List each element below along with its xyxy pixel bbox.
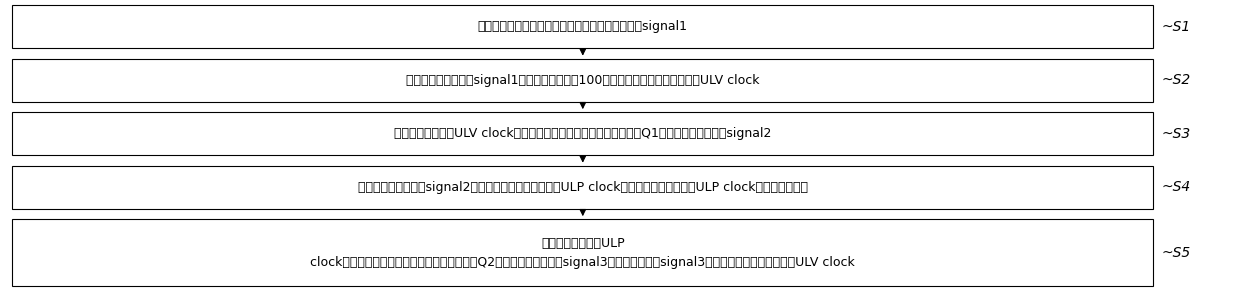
Text: ~S5: ~S5 — [1162, 246, 1192, 260]
Bar — [12, 112, 1153, 155]
Text: 确定电源增加至第一目标电压，释放第一触发信号signal1: 确定电源增加至第一目标电压，释放第一触发信号signal1 — [477, 20, 688, 33]
Bar — [12, 166, 1153, 209]
Text: 计算第一时钟信号ULV clock的脉冲个数，在脉冲个数达到第一阈值Q1时产生第二触发信号signal2: 计算第一时钟信号ULV clock的脉冲个数，在脉冲个数达到第一阈值Q1时产生第… — [394, 127, 771, 140]
Text: ~S3: ~S3 — [1162, 127, 1192, 141]
Bar — [12, 5, 1153, 48]
Text: 计算第二时钟信号ULP
clock中的脉冲个数，在脉冲个数达到第二阈值Q2时产生第三触发信号signal3，第三触发信号signal3用于控制停止第一时钟信号U: 计算第二时钟信号ULP clock中的脉冲个数，在脉冲个数达到第二阈值Q2时产生… — [310, 237, 856, 269]
Text: ~S1: ~S1 — [1162, 19, 1192, 33]
Bar — [12, 219, 1153, 286]
Bar — [12, 58, 1153, 102]
Text: ~S2: ~S2 — [1162, 73, 1192, 87]
Text: ~S4: ~S4 — [1162, 180, 1192, 194]
Text: 接收到第二触发信号signal2时，振荡形成第二时钟信号ULP clock，并传输第二时钟信号ULP clock给集成电路系统: 接收到第二触发信号signal2时，振荡形成第二时钟信号ULP clock，并传… — [358, 181, 807, 194]
Text: 接收到第一触发信号signal1时，第一振荡单元100起振，振荡形成第一时钟信号ULV clock: 接收到第一触发信号signal1时，第一振荡单元100起振，振荡形成第一时钟信号… — [405, 74, 760, 86]
